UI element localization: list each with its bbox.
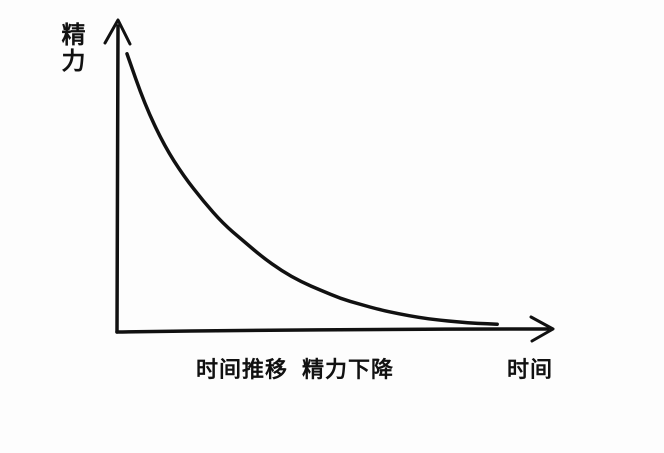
caption-time-passes: 时间推移 <box>196 358 289 383</box>
y-axis-line <box>115 24 120 334</box>
caption-energy-declines: 精力下降 <box>302 358 395 383</box>
x-axis-line <box>115 327 550 334</box>
curve-points <box>127 54 497 325</box>
energy-curve <box>125 52 499 326</box>
x-axis-arrow <box>529 315 555 343</box>
y-axis-label: 精力 <box>57 22 85 74</box>
y-axis-arrow <box>103 18 132 46</box>
x-axis-label: 时间 <box>507 358 554 383</box>
chart-caption: 时间推移 精力下降 <box>196 352 394 384</box>
